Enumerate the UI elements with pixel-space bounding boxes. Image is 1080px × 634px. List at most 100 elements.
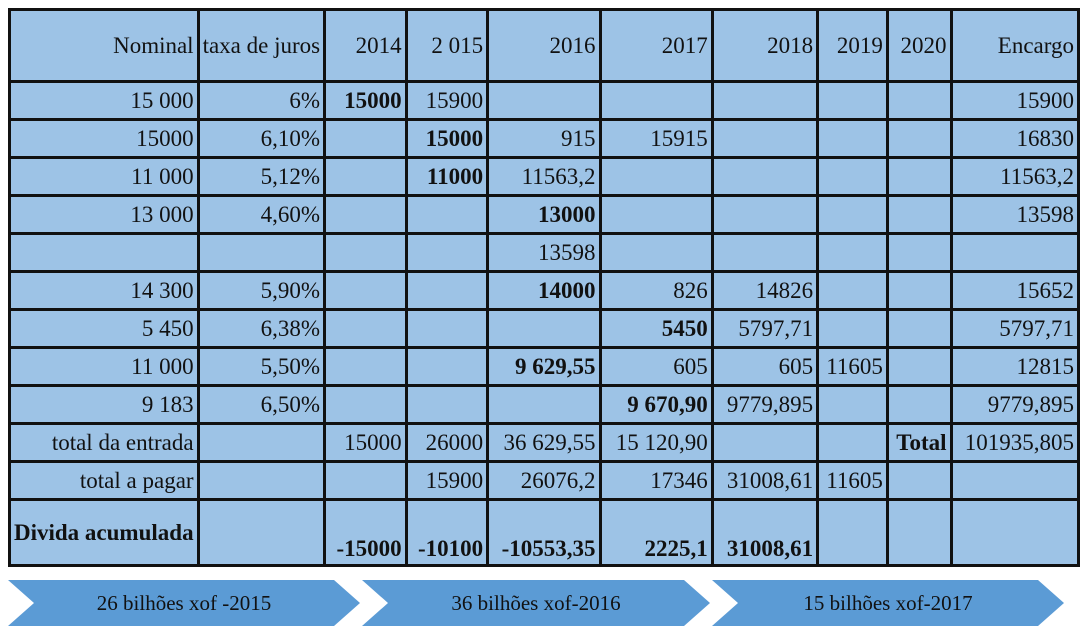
year-cell <box>885 118 953 159</box>
year-cell <box>710 118 820 159</box>
total-pagar-cell: 17346 <box>598 460 714 501</box>
total-entrada-cell <box>710 422 820 463</box>
arrow-label-2016: 36 bilhões xof-2016 <box>451 591 621 615</box>
nominal-cell: 15 000 <box>8 80 200 121</box>
total-pagar-cell <box>196 460 327 501</box>
nominal-cell: 11 000 <box>8 346 200 387</box>
year-cell <box>404 194 490 235</box>
year-cell <box>404 308 490 349</box>
year-cell <box>816 80 889 121</box>
year-cell <box>323 232 408 273</box>
payment-cell: 9779,895 <box>710 384 820 425</box>
header-encargo: Encargo <box>949 8 1080 83</box>
total-entrada-row: total da entrada 15000 26000 36 629,55 1… <box>8 422 1080 463</box>
total-pagar-cell <box>885 460 953 501</box>
year-cell <box>486 384 602 425</box>
rate-cell: 6% <box>196 80 327 121</box>
total-entrada-cell: 26000 <box>404 422 490 463</box>
nominal-cell: 5 450 <box>8 308 200 349</box>
year-cell <box>816 194 889 235</box>
year-cell <box>404 232 490 273</box>
total-entrada-cell: 15000 <box>323 422 408 463</box>
payment-cell: 13598 <box>486 232 602 273</box>
year-cell <box>885 232 953 273</box>
year-cell <box>885 194 953 235</box>
divida-cell: -15000 <box>323 498 408 567</box>
total-pagar-cell: 15900 <box>404 460 490 501</box>
total-pagar-row: total a pagar 15900 26076,2 17346 31008,… <box>8 460 1080 501</box>
chevron-arrows-graphic <box>8 580 1064 626</box>
year-cell <box>885 308 953 349</box>
nominal-cell: 11 000 <box>8 156 200 197</box>
year-cell <box>885 80 953 121</box>
header-year-2017: 2017 <box>598 8 714 83</box>
year-cell <box>598 156 714 197</box>
rate-cell: 6,10% <box>196 118 327 159</box>
rate-cell: 6,50% <box>196 384 327 425</box>
payment-cell <box>816 384 889 425</box>
total-pagar-cell <box>949 460 1080 501</box>
nominal-cell: 15000 <box>8 118 200 159</box>
year-cell <box>885 346 953 387</box>
divida-cell <box>816 498 889 567</box>
grand-total-label: Total <box>885 422 953 463</box>
chevron-arrow-2016 <box>362 580 710 626</box>
table-row: 11 000 5,50% 9 629,55 605 605 11605 1281… <box>8 346 1080 387</box>
encargo-cell: 15652 <box>949 270 1080 311</box>
payment-cell: 11605 <box>816 346 889 387</box>
header-year-2015: 2 015 <box>404 8 490 83</box>
header-year-2020: 2020 <box>885 8 953 83</box>
payment-cell: 15900 <box>404 80 490 121</box>
payment-cell: 605 <box>710 346 820 387</box>
year-cell <box>404 384 490 425</box>
payment-cell: 15915 <box>598 118 714 159</box>
year-cell <box>404 346 490 387</box>
total-entrada-label: total da entrada <box>8 422 200 463</box>
encargo-cell: 15900 <box>949 80 1080 121</box>
payment-cell: 605 <box>598 346 714 387</box>
divida-cell <box>196 498 327 567</box>
table-row: 15000 6,10% 15000 915 15915 16830 <box>8 118 1080 159</box>
year-cell <box>323 270 408 311</box>
year-cell <box>816 270 889 311</box>
year-cell <box>323 156 408 197</box>
arrow-label-2015: 26 bilhões xof -2015 <box>96 591 272 615</box>
rate-cell: 5,50% <box>196 346 327 387</box>
divida-cell: 31008,61 <box>710 498 820 567</box>
table-row: 14 300 5,90% 14000 826 14826 15652 <box>8 270 1080 311</box>
total-entrada-cell <box>816 422 889 463</box>
rate-cell <box>196 232 327 273</box>
encargo-cell: 12815 <box>949 346 1080 387</box>
disbursement-cell: 5450 <box>598 308 714 349</box>
table-row: 9 183 6,50% 9 670,90 9779,895 9779,895 <box>8 384 1080 425</box>
total-entrada-cell: 15 120,90 <box>598 422 714 463</box>
nominal-cell: 14 300 <box>8 270 200 311</box>
header-year-2018: 2018 <box>710 8 820 83</box>
divida-cell <box>949 498 1080 567</box>
year-cell <box>710 156 820 197</box>
disbursement-cell: 9 629,55 <box>486 346 602 387</box>
year-cell <box>710 232 820 273</box>
year-cell <box>598 232 714 273</box>
rate-cell: 5,12% <box>196 156 327 197</box>
year-cell <box>885 270 953 311</box>
year-cell <box>404 270 490 311</box>
divida-acumulada-label: Divida acumulada <box>8 498 200 567</box>
header-year-2016: 2016 <box>486 8 602 83</box>
table-row: 5 450 6,38% 5450 5797,71 5797,71 <box>8 308 1080 349</box>
rate-cell: 4,60% <box>196 194 327 235</box>
nominal-cell <box>8 232 200 273</box>
disbursement-cell: 15000 <box>323 80 408 121</box>
chevron-arrow-2015 <box>8 580 360 626</box>
year-cell <box>885 384 953 425</box>
year-cell <box>486 80 602 121</box>
arrow-label-2017: 15 bilhões xof-2017 <box>803 591 973 615</box>
table-row: 13598 <box>8 232 1080 273</box>
encargo-cell: 16830 <box>949 118 1080 159</box>
divida-cell: -10100 <box>404 498 490 567</box>
year-cell <box>816 118 889 159</box>
year-cell <box>323 194 408 235</box>
total-pagar-label: total a pagar <box>8 460 200 501</box>
header-taxa-de-juros: taxa de juros <box>196 8 327 83</box>
header-year-2019: 2019 <box>816 8 889 83</box>
